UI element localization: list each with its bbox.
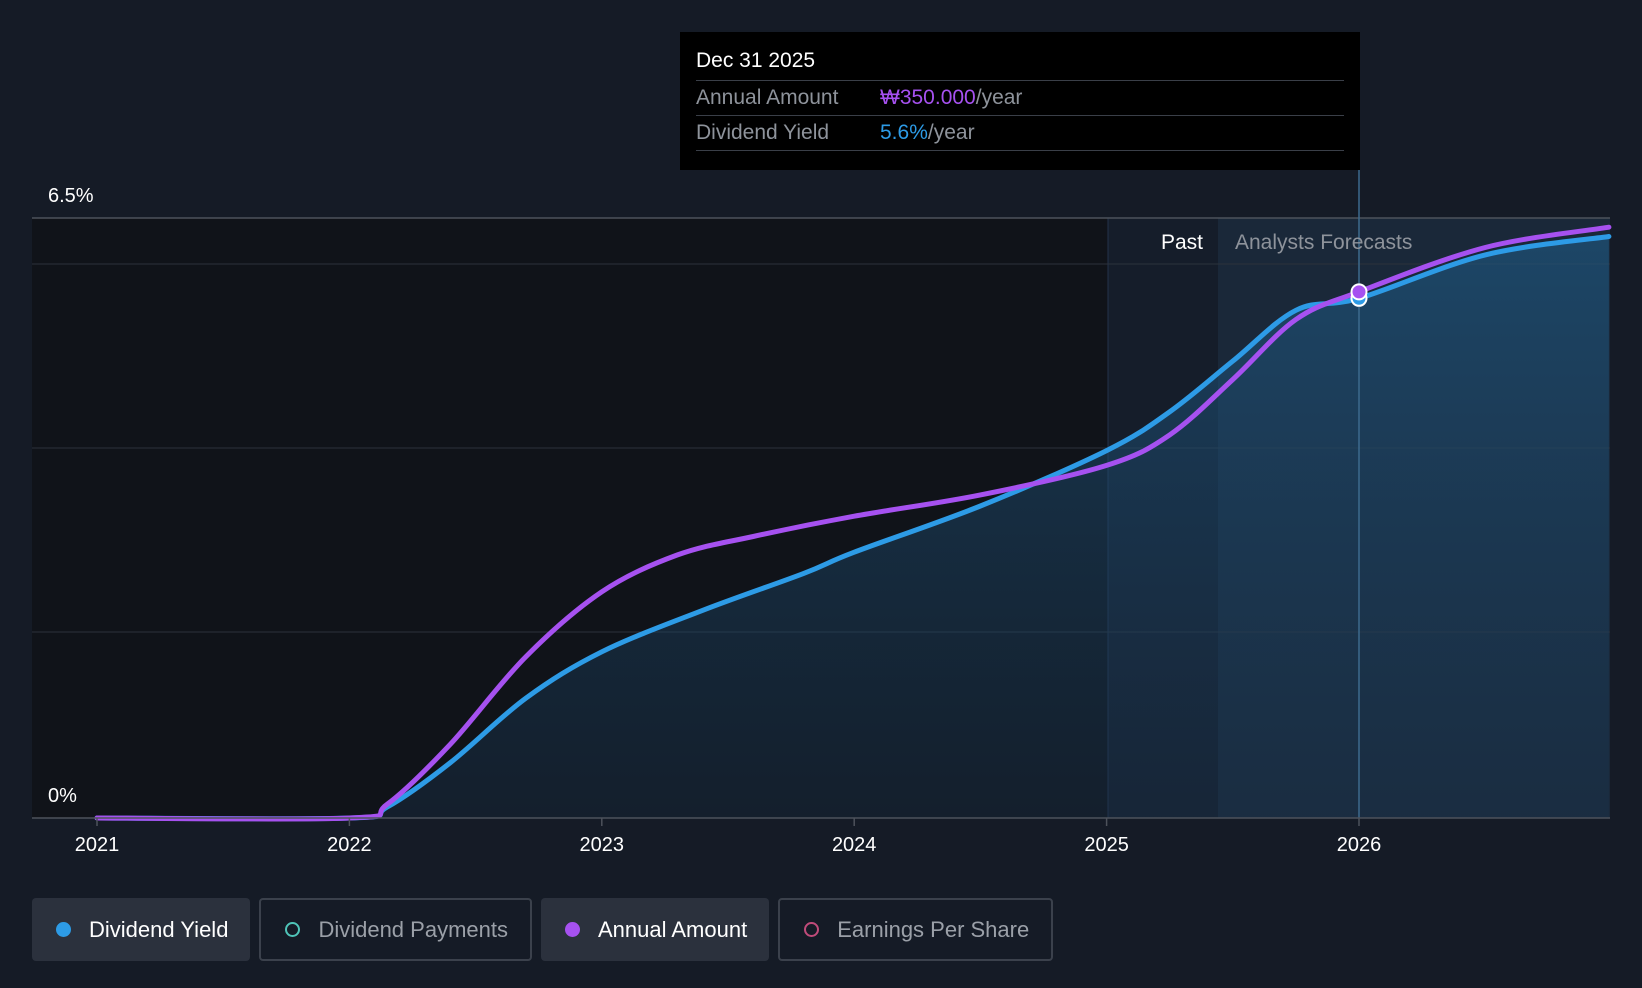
tooltip-date: Dec 31 2025 [696, 46, 1344, 81]
forecast-label: Analysts Forecasts [1235, 231, 1412, 254]
legend-dividend-yield-button[interactable]: Dividend Yield [32, 898, 251, 961]
tooltip-label: Dividend Yield [696, 121, 830, 144]
hover-marker-annual-amount [1350, 283, 1368, 301]
chart-legend: Dividend Yield Dividend Payments Annual … [32, 898, 1062, 961]
series-line-annual-amount [94, 224, 1612, 822]
x-tick-label: 2024 [832, 834, 877, 856]
tooltip-label: Annual Amount [696, 86, 839, 109]
filled-dot-icon [56, 922, 71, 937]
x-tick-label: 2022 [327, 834, 372, 856]
hover-markers [1350, 283, 1368, 307]
legend-label: Annual Amount [597, 916, 748, 942]
tooltip-suffix: /year [927, 121, 975, 144]
legend-label: Earnings Per Share [837, 916, 1030, 942]
x-tick-label: 2021 [75, 834, 120, 856]
x-tick-label: 2026 [1337, 834, 1382, 856]
x-axis-ticks: 2021 2022 2023 2024 2025 2026 [75, 818, 1382, 856]
filled-dot-icon [564, 922, 580, 937]
tooltip-row-dividend-yield: Dividend Yield 5.6% /year [696, 116, 1344, 151]
tooltip-suffix: /year [975, 86, 1023, 109]
series-lines [94, 224, 1612, 822]
y-axis-bottom-label: 0% [48, 785, 77, 807]
past-label: Past [1161, 231, 1203, 254]
y-axis-top-label: 6.5% [48, 185, 94, 207]
hollow-dot-icon [804, 922, 820, 937]
tooltip-row-annual-amount: Annual Amount ₩350.000 /year [696, 81, 1344, 116]
hollow-dot-icon [285, 922, 301, 937]
x-tick-label: 2025 [1084, 834, 1129, 856]
legend-label: Dividend Yield [89, 916, 229, 942]
chart-tooltip: Dec 31 2025 Annual Amount ₩350.000 /year… [680, 32, 1360, 170]
legend-label: Dividend Payments [318, 916, 508, 942]
tooltip-value: ₩350.000 [880, 86, 976, 109]
x-tick-label: 2023 [580, 834, 625, 856]
legend-earnings-per-share-button[interactable]: Earnings Per Share [778, 898, 1054, 961]
tooltip-value: 5.6% [880, 121, 928, 144]
legend-annual-amount-button[interactable]: Annual Amount [540, 898, 770, 961]
legend-dividend-payments-button[interactable]: Dividend Payments [259, 898, 532, 961]
